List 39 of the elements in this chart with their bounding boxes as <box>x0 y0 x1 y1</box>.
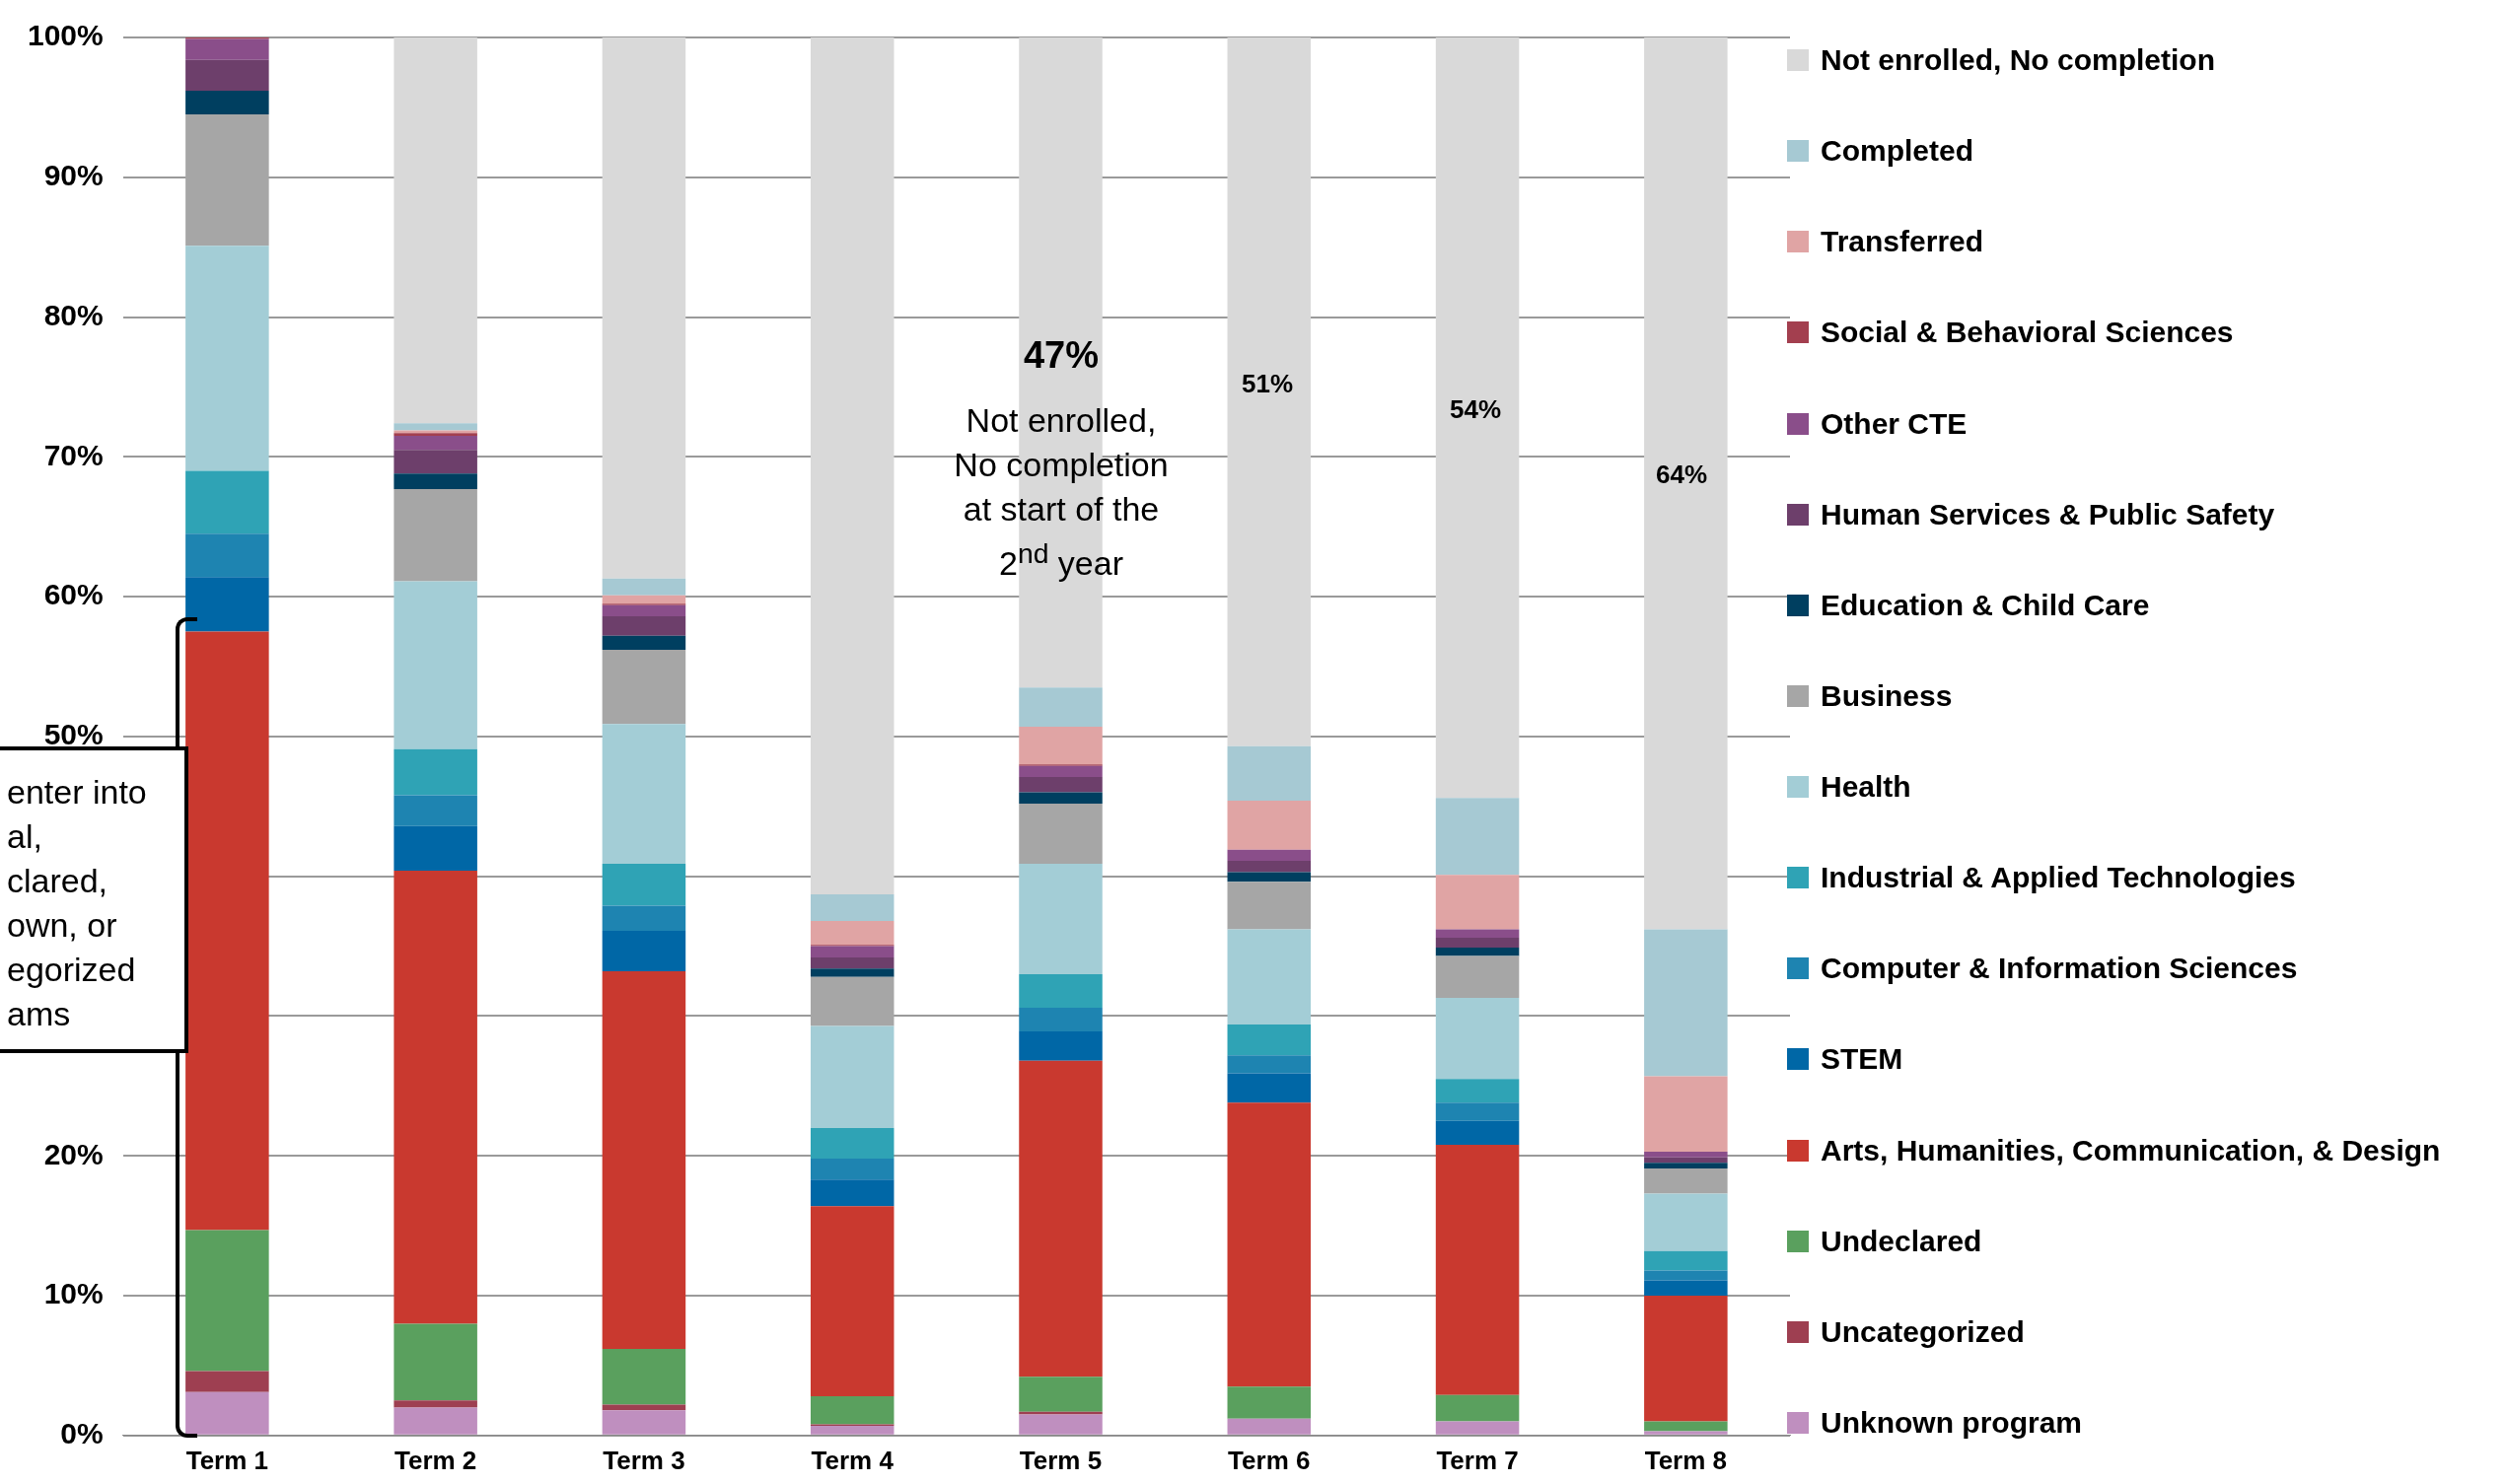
legend-label: Arts, Humanities, Communication, & Design <box>1821 1133 2441 1167</box>
legend-label: Human Services & Public Safety <box>1821 497 2275 531</box>
legend-label: Other CTE <box>1821 406 1968 441</box>
x-tick-label: Term 1 <box>185 1445 269 1475</box>
x-tick-label: Term 3 <box>603 1445 685 1475</box>
x-tick-label: Term 7 <box>1436 1445 1519 1475</box>
legend-label: Business <box>1821 678 1953 713</box>
y-tick-label: 0% <box>60 1417 104 1450</box>
y-tick-label: 80% <box>43 298 104 331</box>
legend-label: STEM <box>1821 1042 1903 1077</box>
legend-label: Industrial & Applied Technologies <box>1821 861 2296 895</box>
y-tick-label: 100% <box>27 19 104 52</box>
legend-label: Social & Behavioral Sciences <box>1821 316 2234 350</box>
legend-label: Health <box>1821 770 1911 804</box>
annotation: Not enrolled, No completion at start of the 2$^{nd}$ year <box>954 399 1169 585</box>
y-tick-label: 60% <box>43 578 104 611</box>
legend-label: Uncategorized <box>1821 1314 2025 1349</box>
x-tick-label: Term 6 <box>1228 1445 1311 1475</box>
legend-label: Transferred <box>1821 225 1984 259</box>
legend-label: Undeclared <box>1821 1224 1982 1258</box>
legend-label: Not enrolled, No completion <box>1821 43 2216 77</box>
annotation: 64% <box>1655 459 1708 490</box>
legend-label: Unknown program <box>1821 1405 2083 1440</box>
x-tick-label: Term 4 <box>811 1445 895 1475</box>
legend-label: Education & Child Care <box>1821 588 2150 622</box>
annotation: 51% <box>1241 368 1294 399</box>
x-tick-label: Term 8 <box>1644 1445 1728 1475</box>
x-tick-label: Term 2 <box>394 1445 477 1475</box>
annotation: 47% <box>1023 333 1100 377</box>
callout-box: enter into al, clared, own, or egorized ams <box>0 746 188 1053</box>
annotation: enter into al, clared, own, or egorized ams <box>7 772 147 1034</box>
y-tick-label: 20% <box>43 1137 104 1170</box>
y-tick-label: 70% <box>43 438 104 471</box>
annotation: 54% <box>1449 393 1502 425</box>
x-tick-label: Term 5 <box>1019 1445 1103 1475</box>
y-tick-label: 90% <box>43 159 104 192</box>
y-tick-label: 10% <box>43 1277 104 1310</box>
legend-label: Completed <box>1821 134 1974 169</box>
legend-label: Computer & Information Sciences <box>1821 952 2298 986</box>
